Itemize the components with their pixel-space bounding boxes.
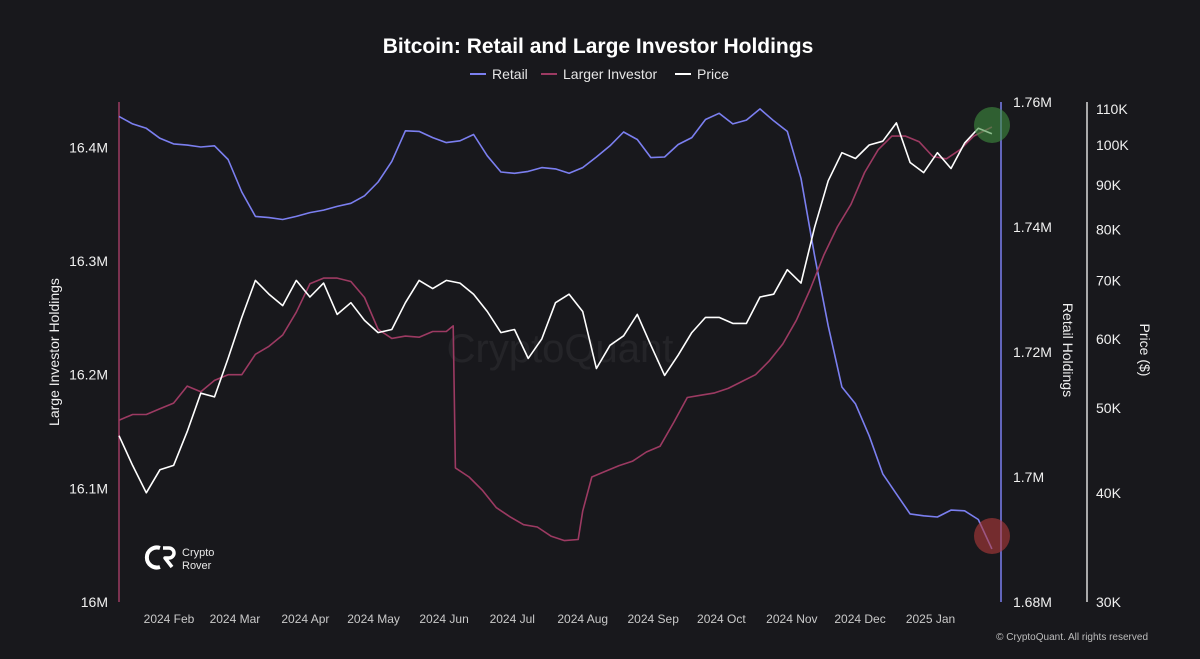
left-tick-label: 16.4M — [69, 139, 108, 155]
highlight-circle-price-high — [974, 107, 1010, 143]
left-axis-title: Large Investor Holdings — [46, 278, 62, 426]
x-tick-label: 2024 Jun — [419, 612, 468, 626]
price-tick-label: 30K — [1096, 594, 1122, 610]
left-tick-label: 16.1M — [69, 480, 108, 496]
left-axis-ticks: 16M 16.1M 16.2M 16.3M 16.4M — [69, 139, 108, 610]
x-axis-ticks: 2024 Feb 2024 Mar 2024 Apr 2024 May 2024 Jun… — [144, 612, 956, 626]
left-tick-label: 16.3M — [69, 253, 108, 269]
chart-title: Bitcoin: Retail and Large Investor Holdi… — [383, 35, 814, 58]
left-tick-label: 16M — [81, 594, 108, 610]
retail-axis-title: Retail Holdings — [1060, 303, 1076, 397]
left-tick-label: 16.2M — [69, 367, 108, 383]
x-tick-label: 2024 Dec — [834, 612, 885, 626]
price-tick-label: 110K — [1096, 101, 1128, 117]
legend-label-retail: Retail — [492, 66, 528, 82]
price-axis-title: Price ($) — [1137, 324, 1153, 377]
legend-label-price: Price — [697, 66, 729, 82]
x-tick-label: 2024 Sep — [628, 612, 680, 626]
retail-tick-label: 1.68M — [1013, 594, 1052, 610]
price-tick-label: 100K — [1096, 137, 1129, 153]
legend-label-large-investor: Larger Investor — [563, 66, 657, 82]
brand-name-line2: Rover — [182, 560, 212, 572]
price-tick-label: 90K — [1096, 177, 1122, 193]
x-tick-label: 2024 Jul — [490, 612, 535, 626]
price-tick-label: 40K — [1096, 485, 1122, 501]
price-tick-label: 60K — [1096, 331, 1122, 347]
brand-name-line1: Crypto — [182, 547, 214, 559]
copyright: © CryptoQuant. All rights reserved — [996, 632, 1148, 643]
x-tick-label: 2024 Feb — [144, 612, 195, 626]
retail-tick-label: 1.74M — [1013, 219, 1052, 235]
price-tick-label: 70K — [1096, 272, 1122, 288]
retail-tick-label: 1.76M — [1013, 94, 1052, 110]
x-tick-label: 2024 May — [347, 612, 400, 626]
series-line-price — [118, 122, 993, 494]
brand-logo-icon — [144, 545, 176, 570]
highlight-circle-retail-low — [974, 518, 1010, 554]
series-line-retail — [118, 108, 993, 550]
brand-logo: Crypto Rover — [144, 545, 214, 572]
x-tick-label: 2024 Mar — [210, 612, 261, 626]
x-tick-label: 2025 Jan — [906, 612, 955, 626]
watermark: CryptoQuant — [447, 327, 674, 371]
price-axis-ticks: 30K 40K 50K 60K 70K 80K 90K 100K 110K — [1096, 101, 1129, 610]
x-tick-label: 2024 Oct — [697, 612, 746, 626]
x-tick-label: 2024 Apr — [281, 612, 329, 626]
x-tick-label: 2024 Nov — [766, 612, 817, 626]
legend: Retail Larger Investor Price — [470, 66, 729, 82]
price-tick-label: 50K — [1096, 400, 1122, 416]
price-tick-label: 80K — [1096, 222, 1122, 238]
retail-tick-label: 1.7M — [1013, 469, 1044, 485]
series-line-large-investor — [118, 126, 993, 542]
retail-axis-ticks: 1.68M 1.7M 1.72M 1.74M 1.76M — [1013, 94, 1052, 610]
x-tick-label: 2024 Aug — [557, 612, 608, 626]
retail-tick-label: 1.72M — [1013, 344, 1052, 360]
